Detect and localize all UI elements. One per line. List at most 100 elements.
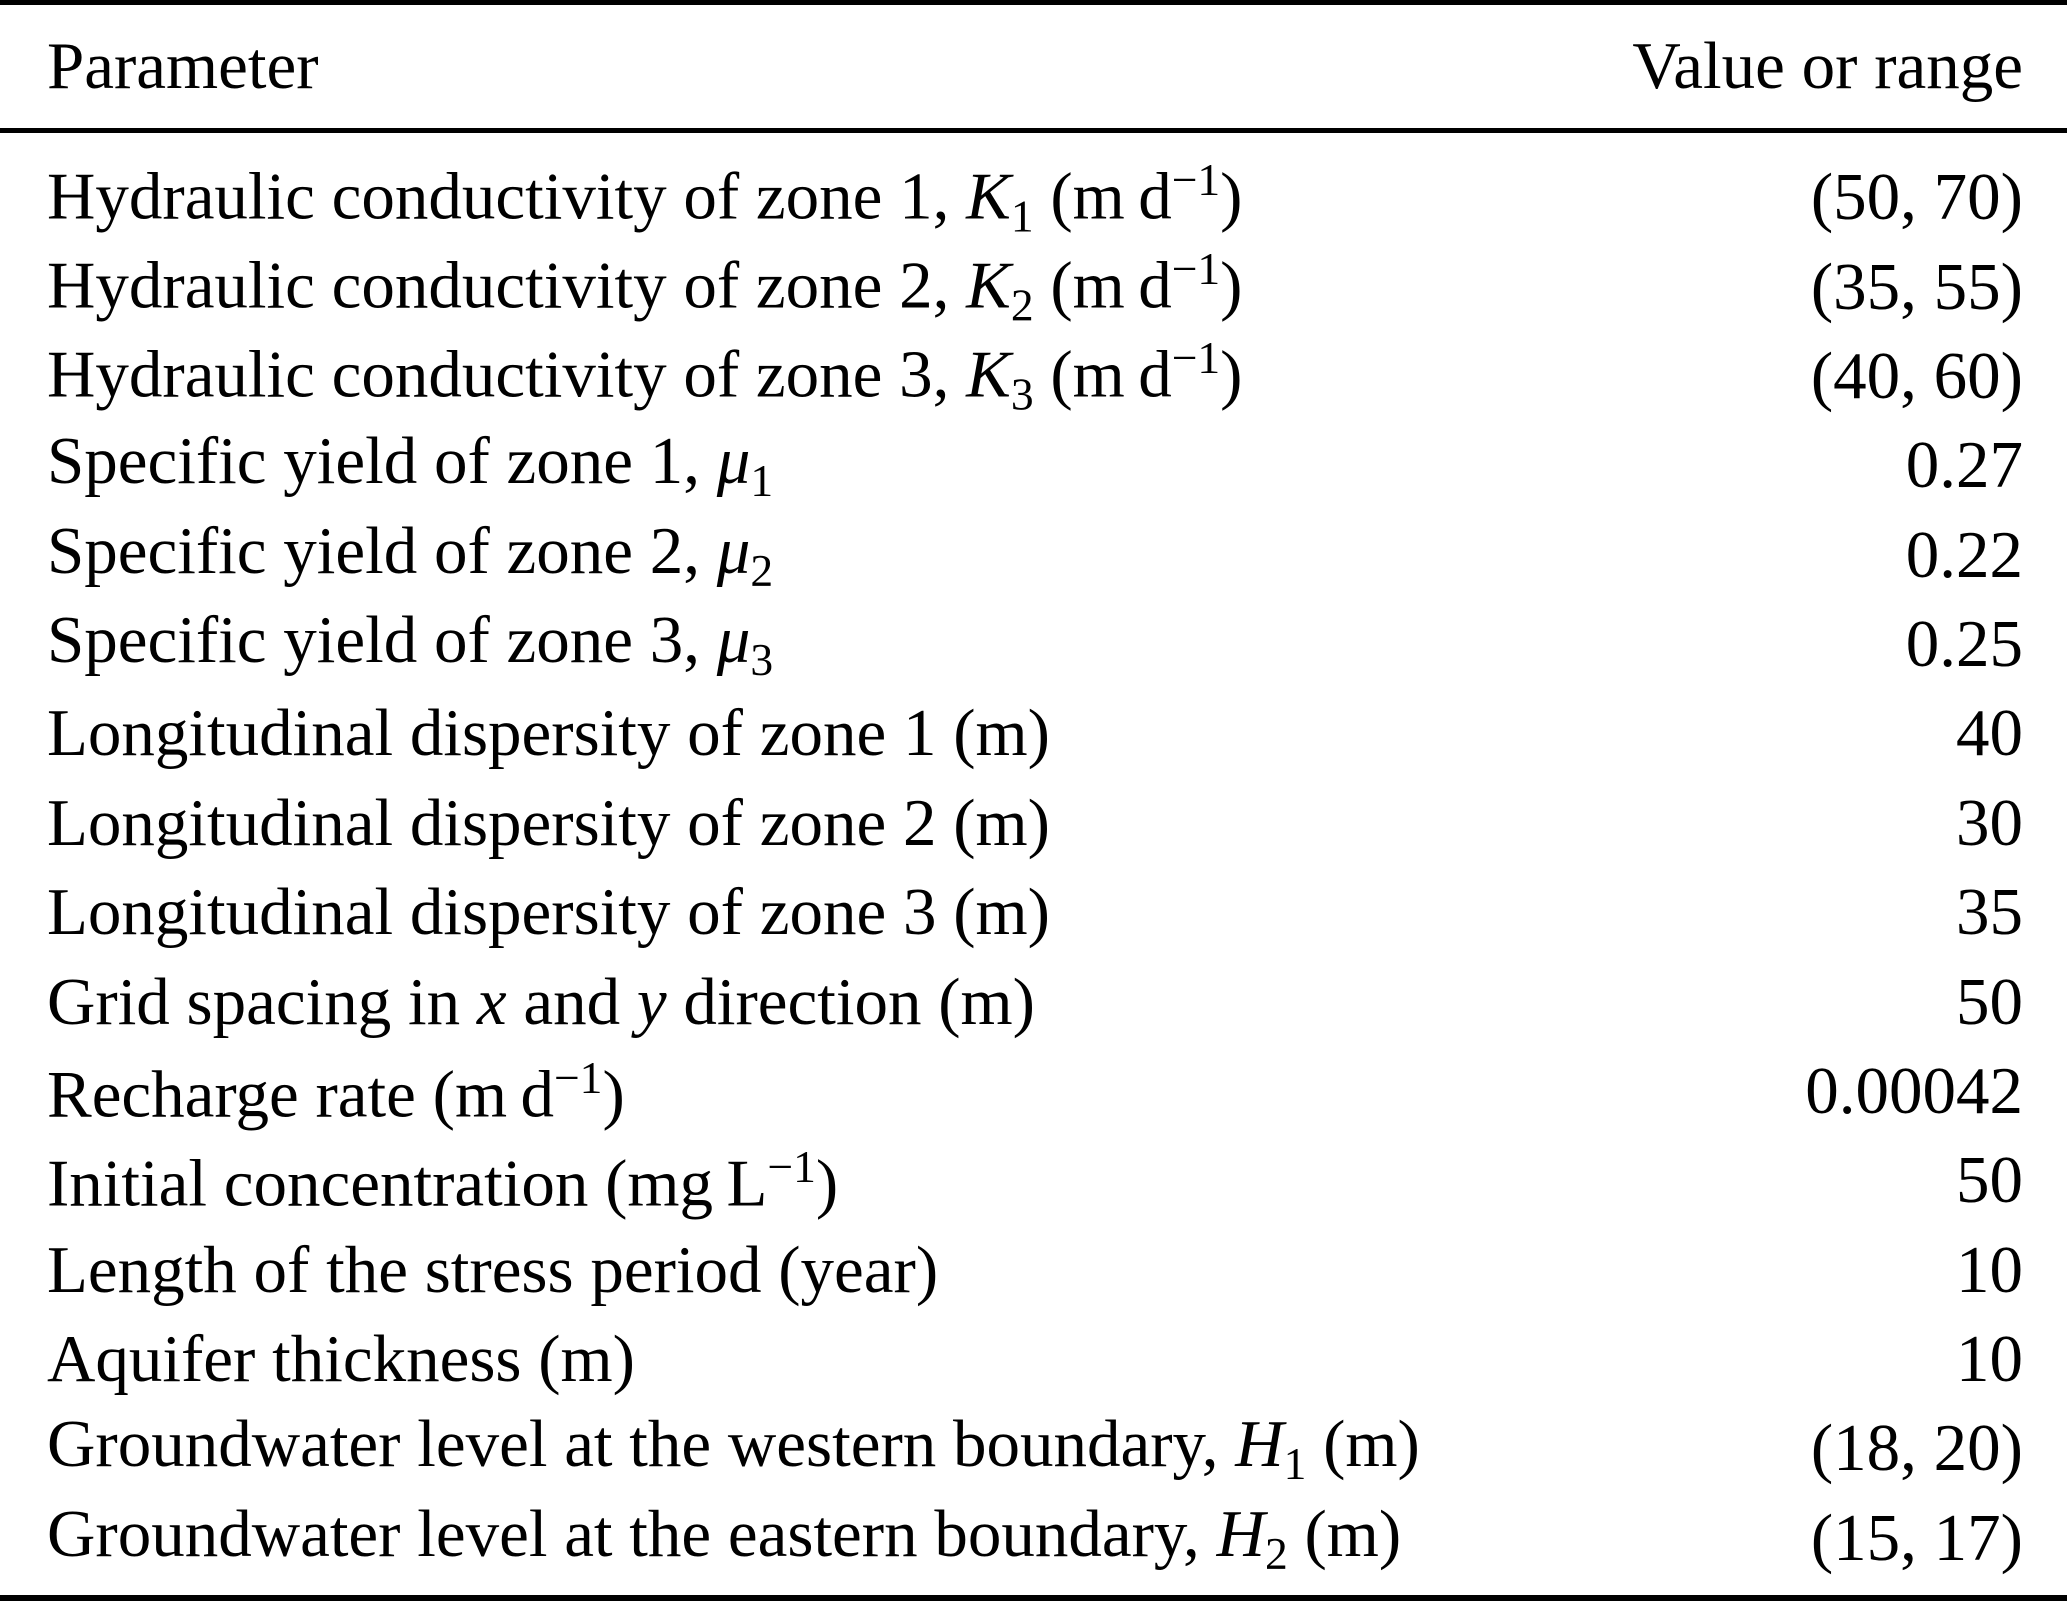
param-cell: Specific yield of zone 1, μ1 xyxy=(47,428,774,506)
value-cell: 0.00042 xyxy=(1805,1053,2023,1128)
table-top-rule xyxy=(0,0,2067,5)
value-cell: 10 xyxy=(1956,1232,2023,1307)
table-row: Hydraulic conductivity of zone 1, K1 (m … xyxy=(47,153,2023,242)
value-cell: 30 xyxy=(1956,785,2023,860)
param-segment: (m) xyxy=(1287,1496,1402,1571)
param-segment: 1 xyxy=(1010,190,1034,242)
param-segment: 1 xyxy=(1283,1438,1307,1490)
param-segment: −1 xyxy=(1171,243,1221,295)
param-segment: K xyxy=(966,248,1011,323)
param-segment: Hydraulic conductivity of zone 2, xyxy=(47,248,967,323)
param-segment: Groundwater level at the eastern boundar… xyxy=(47,1496,1217,1571)
table-bottom-rule xyxy=(0,1595,2067,1601)
param-cell: Initial concentration (mg L−1) xyxy=(47,1144,838,1218)
param-cell: Grid spacing in x and y direction (m) xyxy=(47,968,1035,1036)
param-segment: 3 xyxy=(750,633,774,685)
param-cell: Hydraulic conductivity of zone 2, K2 (m … xyxy=(47,246,1242,328)
param-segment: 2 xyxy=(750,544,774,596)
table-row: Longitudinal dispersity of zone 1 (m) 40 xyxy=(47,689,2023,778)
param-segment: (m d xyxy=(1033,338,1172,413)
param-cell: Aquifer thickness (m) xyxy=(47,1326,635,1393)
param-segment: Hydraulic conductivity of zone 1, xyxy=(47,159,967,234)
param-segment: μ xyxy=(716,602,751,677)
param-segment: −1 xyxy=(1171,153,1221,205)
param-segment: Groundwater level at the western boundar… xyxy=(47,1407,1236,1482)
param-segment: ) xyxy=(602,1057,625,1132)
param-cell: Recharge rate (m d−1) xyxy=(47,1051,625,1132)
param-segment: ) xyxy=(1220,248,1243,323)
table-row: Groundwater level at the eastern boundar… xyxy=(47,1494,2023,1583)
param-segment: −1 xyxy=(553,1051,603,1103)
param-cell: Length of the stress period (year) xyxy=(47,1236,938,1304)
param-cell: Longitudinal dispersity of zone 2 (m) xyxy=(47,789,1050,857)
table-row: Recharge rate (m d−1) 0.00042 xyxy=(47,1047,2023,1136)
param-segment: −1 xyxy=(767,1140,816,1192)
param-segment: x xyxy=(476,964,507,1039)
param-segment: μ xyxy=(716,513,751,588)
table-row: Specific yield of zone 2, μ2 0.22 xyxy=(47,511,2023,600)
value-cell: (15, 17) xyxy=(1810,1500,2023,1575)
param-segment: ) xyxy=(1220,159,1243,234)
param-cell: Groundwater level at the western boundar… xyxy=(47,1411,1420,1490)
param-segment: 3 xyxy=(1010,368,1034,420)
table-row: Aquifer thickness (m) 10 xyxy=(47,1315,2023,1404)
param-segment: 1 xyxy=(750,454,774,506)
value-cell: 0.27 xyxy=(1905,428,2023,503)
param-segment: Specific yield of zone 3, xyxy=(47,602,717,677)
table-row: Longitudinal dispersity of zone 3 (m) 35 xyxy=(47,868,2023,957)
param-segment: ) xyxy=(815,1146,839,1221)
value-cell: (35, 55) xyxy=(1810,249,2023,324)
table-row: Grid spacing in x and y direction (m) 50 xyxy=(47,957,2023,1046)
param-segment: Specific yield of zone 1, xyxy=(47,424,717,499)
param-segment: Initial concentration (mg L xyxy=(47,1146,768,1221)
header-parameter: Parameter xyxy=(47,29,319,103)
table-body: Hydraulic conductivity of zone 1, K1 (m … xyxy=(0,133,2067,1595)
param-segment: H xyxy=(1216,1496,1265,1571)
table-row: Hydraulic conductivity of zone 3, K3 (m … xyxy=(47,332,2023,421)
table-row: Length of the stress period (year) 10 xyxy=(47,1226,2023,1315)
param-segment: Length of the stress period (year) xyxy=(47,1232,939,1307)
param-segment: Longitudinal dispersity of zone 3 (m) xyxy=(47,875,1050,950)
param-segment: Longitudinal dispersity of zone 2 (m) xyxy=(47,785,1050,860)
table-header-row: Parameter Value or range xyxy=(0,5,2067,128)
param-segment: Aquifer thickness (m) xyxy=(47,1322,635,1397)
param-segment: −1 xyxy=(1171,332,1221,384)
table-row: Groundwater level at the western boundar… xyxy=(47,1404,2023,1493)
param-cell: Specific yield of zone 3, μ3 xyxy=(47,606,774,685)
param-segment: (m d xyxy=(1033,159,1172,234)
param-segment: direction (m) xyxy=(666,964,1035,1039)
param-segment: and xyxy=(506,964,637,1039)
param-cell: Specific yield of zone 2, μ2 xyxy=(47,517,774,596)
param-cell: Groundwater level at the eastern boundar… xyxy=(47,1500,1401,1576)
value-cell: 40 xyxy=(1956,696,2023,771)
value-cell: (18, 20) xyxy=(1810,1411,2023,1486)
param-segment: μ xyxy=(716,424,751,499)
param-segment: 2 xyxy=(1010,279,1034,331)
param-cell: Hydraulic conductivity of zone 3, K3 (m … xyxy=(47,335,1242,417)
value-cell: 50 xyxy=(1956,1143,2023,1218)
table-row: Hydraulic conductivity of zone 2, K2 (m … xyxy=(47,242,2023,331)
param-segment: Hydraulic conductivity of zone 3, xyxy=(47,338,967,413)
value-cell: 0.25 xyxy=(1905,607,2023,682)
table-row: Specific yield of zone 3, μ3 0.25 xyxy=(47,600,2023,689)
value-cell: 0.22 xyxy=(1905,517,2023,592)
param-segment: Specific yield of zone 2, xyxy=(47,513,717,588)
param-segment: ) xyxy=(1220,338,1243,413)
table-row: Initial concentration (mg L−1) 50 xyxy=(47,1136,2023,1225)
param-segment: (m) xyxy=(1306,1407,1420,1482)
param-cell: Hydraulic conductivity of zone 1, K1 (m … xyxy=(47,153,1243,242)
table-header-rule xyxy=(0,128,2067,133)
param-segment: (m d xyxy=(1033,248,1172,323)
value-cell: (40, 60) xyxy=(1810,338,2023,413)
param-segment: Grid spacing in xyxy=(47,964,477,1039)
value-cell: 35 xyxy=(1956,875,2023,950)
param-segment: Longitudinal dispersity of zone 1 (m) xyxy=(47,696,1050,771)
param-segment: K xyxy=(966,338,1011,413)
table-row: Longitudinal dispersity of zone 2 (m) 30 xyxy=(47,779,2023,868)
param-segment: y xyxy=(636,964,667,1039)
value-cell: (50, 70) xyxy=(1810,160,2023,235)
param-segment: K xyxy=(966,159,1011,234)
param-segment: H xyxy=(1235,1407,1284,1482)
param-cell: Longitudinal dispersity of zone 3 (m) xyxy=(47,879,1050,946)
